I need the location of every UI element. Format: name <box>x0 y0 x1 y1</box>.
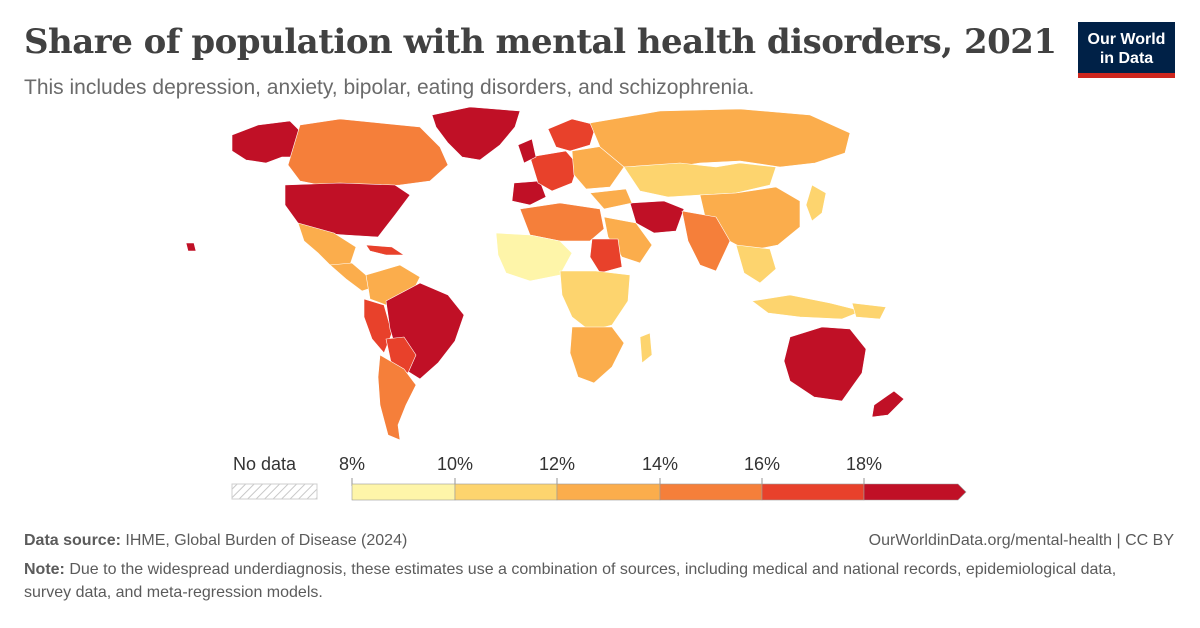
data-source-text: IHME, Global Burden of Disease (2024) <box>125 532 408 549</box>
legend-bin-18-plus <box>863 483 967 501</box>
legend-bin-12-14 <box>556 483 661 501</box>
region-turkey <box>589 188 633 210</box>
source-url[interactable]: OurWorldinData.org/mental-health | CC BY <box>868 532 1174 549</box>
region-uk <box>517 138 537 164</box>
footnote: Note: Due to the widespread underdiagnos… <box>24 558 1124 604</box>
logo-line-1: Our World <box>1087 31 1166 48</box>
logo-line-2: in Data <box>1099 50 1154 67</box>
legend-tick-16: 16% <box>743 454 781 474</box>
region-central-asia <box>623 162 777 198</box>
note-label: Note: <box>24 561 65 578</box>
region-sudan <box>589 238 623 274</box>
region-southern-cone <box>377 354 417 441</box>
legend-color-bar <box>351 478 967 501</box>
region-madagascar <box>639 332 653 364</box>
region-russia <box>589 108 851 170</box>
region-new-zealand <box>871 390 905 418</box>
region-australia <box>783 326 867 402</box>
region-iberia <box>511 180 547 206</box>
region-peru <box>363 298 393 354</box>
legend-tick-18: 18% <box>845 454 883 474</box>
owid-logo[interactable]: Our World in Data <box>1078 22 1175 78</box>
region-japan <box>805 184 827 222</box>
region-canada <box>287 118 449 188</box>
region-western-europe <box>529 150 579 192</box>
world-map[interactable] <box>0 105 1200 450</box>
region-alaska <box>231 120 301 164</box>
legend-tick-10: 10% <box>436 454 474 474</box>
legend-tick-12: 12% <box>538 454 576 474</box>
legend-no-data-swatch <box>231 483 318 500</box>
chart-title: Share of population with mental health d… <box>24 22 1057 62</box>
region-india <box>681 210 731 272</box>
note-text: Due to the widespread underdiagnosis, th… <box>24 561 1117 601</box>
legend-bin-8-10 <box>351 483 456 501</box>
chart-subtitle: This includes depression, anxiety, bipol… <box>24 76 755 99</box>
region-indonesia <box>751 294 863 320</box>
region-usa <box>284 182 411 238</box>
legend-no-data-label: No data <box>233 454 297 474</box>
region-caribbean <box>365 244 405 256</box>
legend-bin-10-12 <box>454 483 558 501</box>
legend-bin-16-18 <box>761 483 865 501</box>
region-papua <box>851 302 887 320</box>
region-scandinavia <box>547 118 597 152</box>
region-arabia <box>603 216 653 264</box>
region-central-africa <box>559 270 631 332</box>
legend-bin-14-16 <box>659 483 763 501</box>
region-greenland <box>431 106 521 161</box>
region-southern-africa <box>569 326 625 384</box>
region-southeast-asia <box>735 244 777 284</box>
legend-tick-8: 8% <box>338 454 366 474</box>
legend-tick-14: 14% <box>641 454 679 474</box>
data-source: Data source: IHME, Global Burden of Dise… <box>24 532 407 550</box>
data-source-label: Data source: <box>24 532 121 549</box>
region-hawaii <box>185 242 197 252</box>
region-west-africa <box>495 232 573 282</box>
